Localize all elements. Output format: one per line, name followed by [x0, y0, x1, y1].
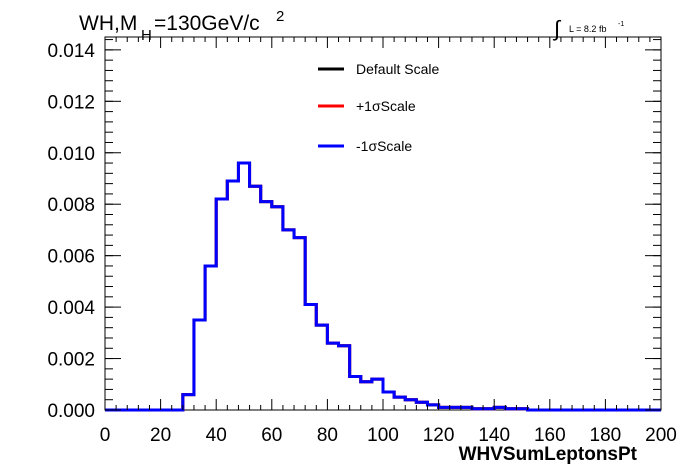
x-tick-label: 120 [423, 425, 455, 446]
x-tick-label: 40 [206, 425, 227, 446]
legend-label: +1σScale [356, 98, 416, 114]
x-tick-label: 80 [317, 425, 338, 446]
title-superscript: 2 [276, 8, 284, 25]
luminosity-text: L = 8.2 fb [569, 24, 606, 34]
series-line [105, 161, 661, 412]
x-tick-label: 160 [534, 425, 566, 446]
series-layer [105, 161, 661, 412]
y-tick-label: 0.008 [47, 195, 95, 216]
y-tick-label: 0.006 [47, 247, 95, 268]
x-tick-label: 180 [590, 425, 622, 446]
y-tick-label: 0.002 [47, 350, 95, 371]
plot-frame [104, 36, 662, 411]
chart-title: WH,M H =130GeV/c 2 [79, 8, 284, 44]
title-subscript: H [141, 27, 152, 44]
title-process: WH,M [79, 12, 137, 35]
legend-label: Default Scale [356, 61, 439, 77]
luminosity-label: ∫ L = 8.2 fb -1 [552, 16, 624, 41]
x-axis-title: WHVSumLeptonsPt [459, 444, 638, 465]
series-line [105, 161, 661, 412]
x-tick-label: 200 [645, 425, 677, 446]
y-tick-label: 0.012 [47, 92, 95, 113]
integral-sign: ∫ [552, 16, 562, 41]
title-mass: =130GeV/c [154, 12, 260, 35]
x-tick-label: 100 [367, 425, 399, 446]
axis-layer: 0 20 40 60 80 100 120 140 160 180 200 0.000 0.002 0.0… [47, 37, 677, 446]
legend: Default Scale +1σScale -1σScale [318, 61, 439, 154]
x-tick-label: 20 [150, 425, 171, 446]
x-tick-label: 140 [478, 425, 510, 446]
x-tick-label: 0 [100, 425, 111, 446]
y-tick-label: 0.004 [47, 298, 95, 319]
luminosity-superscript: -1 [618, 21, 624, 28]
x-tick-label: 60 [261, 425, 282, 446]
legend-label: -1σScale [356, 138, 412, 154]
y-tick-label: 0.010 [47, 144, 95, 165]
series-line [105, 161, 661, 412]
y-tick-label: 0.014 [47, 41, 95, 62]
y-tick-label: 0.000 [47, 401, 95, 422]
